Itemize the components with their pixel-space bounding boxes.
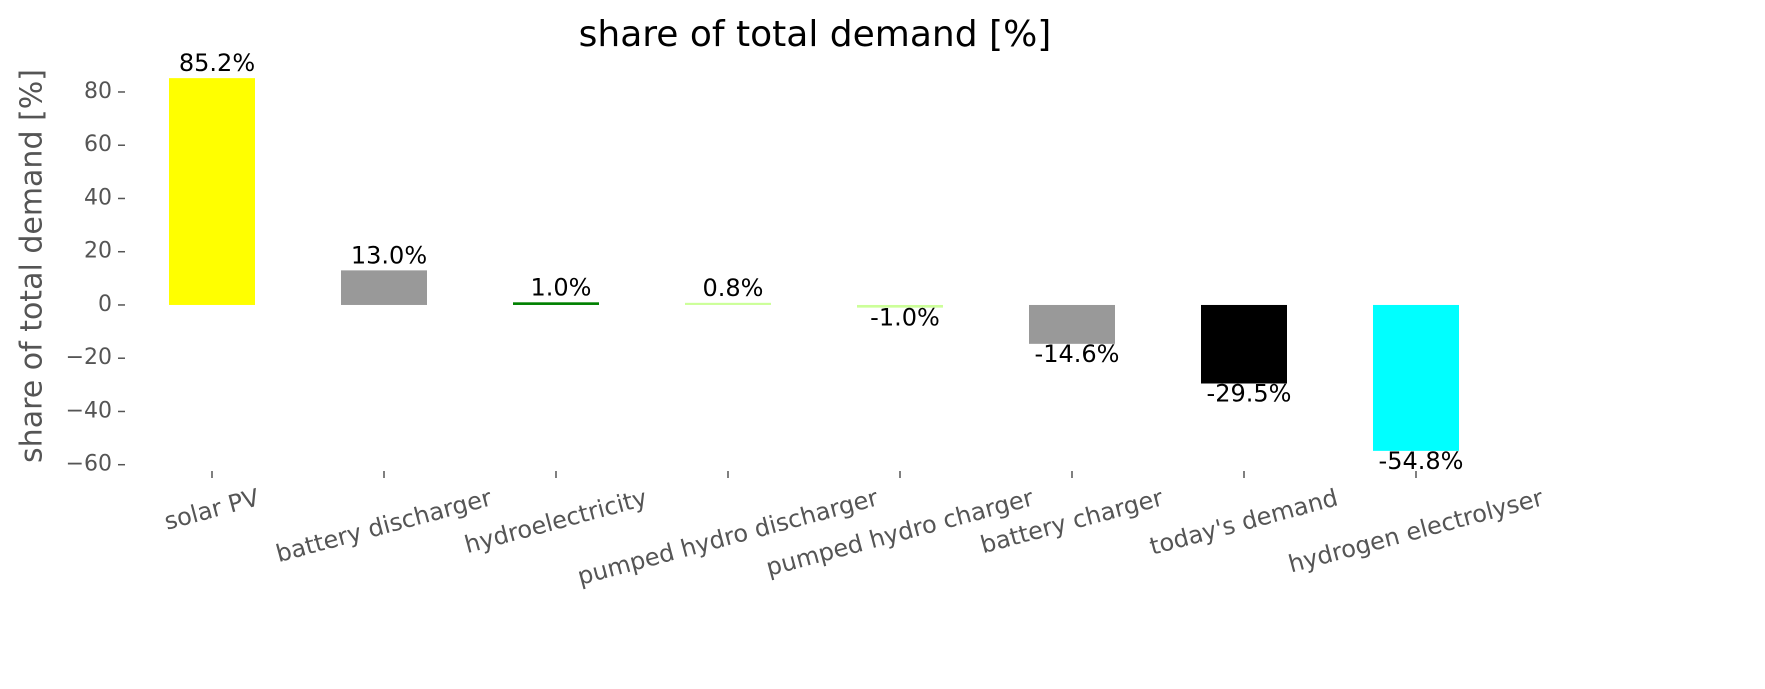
y-tick-label: 40: [84, 185, 112, 210]
chart-title: share of total demand [%]: [579, 14, 1052, 55]
bar: [1373, 304, 1459, 451]
bar: [1201, 304, 1287, 384]
y-tick-label: 20: [84, 239, 112, 264]
bar: [513, 302, 599, 305]
bar: [685, 302, 771, 305]
value-label: -14.6%: [1035, 340, 1120, 368]
y-tick-label: 80: [84, 79, 112, 104]
bar: [341, 270, 427, 305]
y-tick-label: −20: [66, 345, 112, 370]
bar: [857, 304, 943, 308]
x-tick-label: battery discharger: [273, 483, 495, 568]
bar: [169, 78, 255, 305]
bar: [1029, 304, 1115, 344]
value-label: -29.5%: [1207, 380, 1292, 408]
y-tick-label: −40: [66, 398, 112, 423]
value-label: 0.8%: [703, 274, 764, 302]
value-label: 13.0%: [351, 241, 427, 269]
value-label: -54.8%: [1379, 447, 1464, 475]
y-tick-label: 0: [98, 292, 112, 317]
value-label: 85.2%: [179, 49, 255, 77]
value-label: -1.0%: [870, 304, 940, 332]
y-tick-label: −60: [66, 452, 112, 477]
x-tick-label: solar PV: [161, 483, 262, 535]
y-axis-label: share of total demand [%]: [15, 69, 50, 463]
y-tick-label: 60: [84, 132, 112, 157]
value-label: 1.0%: [531, 273, 592, 301]
